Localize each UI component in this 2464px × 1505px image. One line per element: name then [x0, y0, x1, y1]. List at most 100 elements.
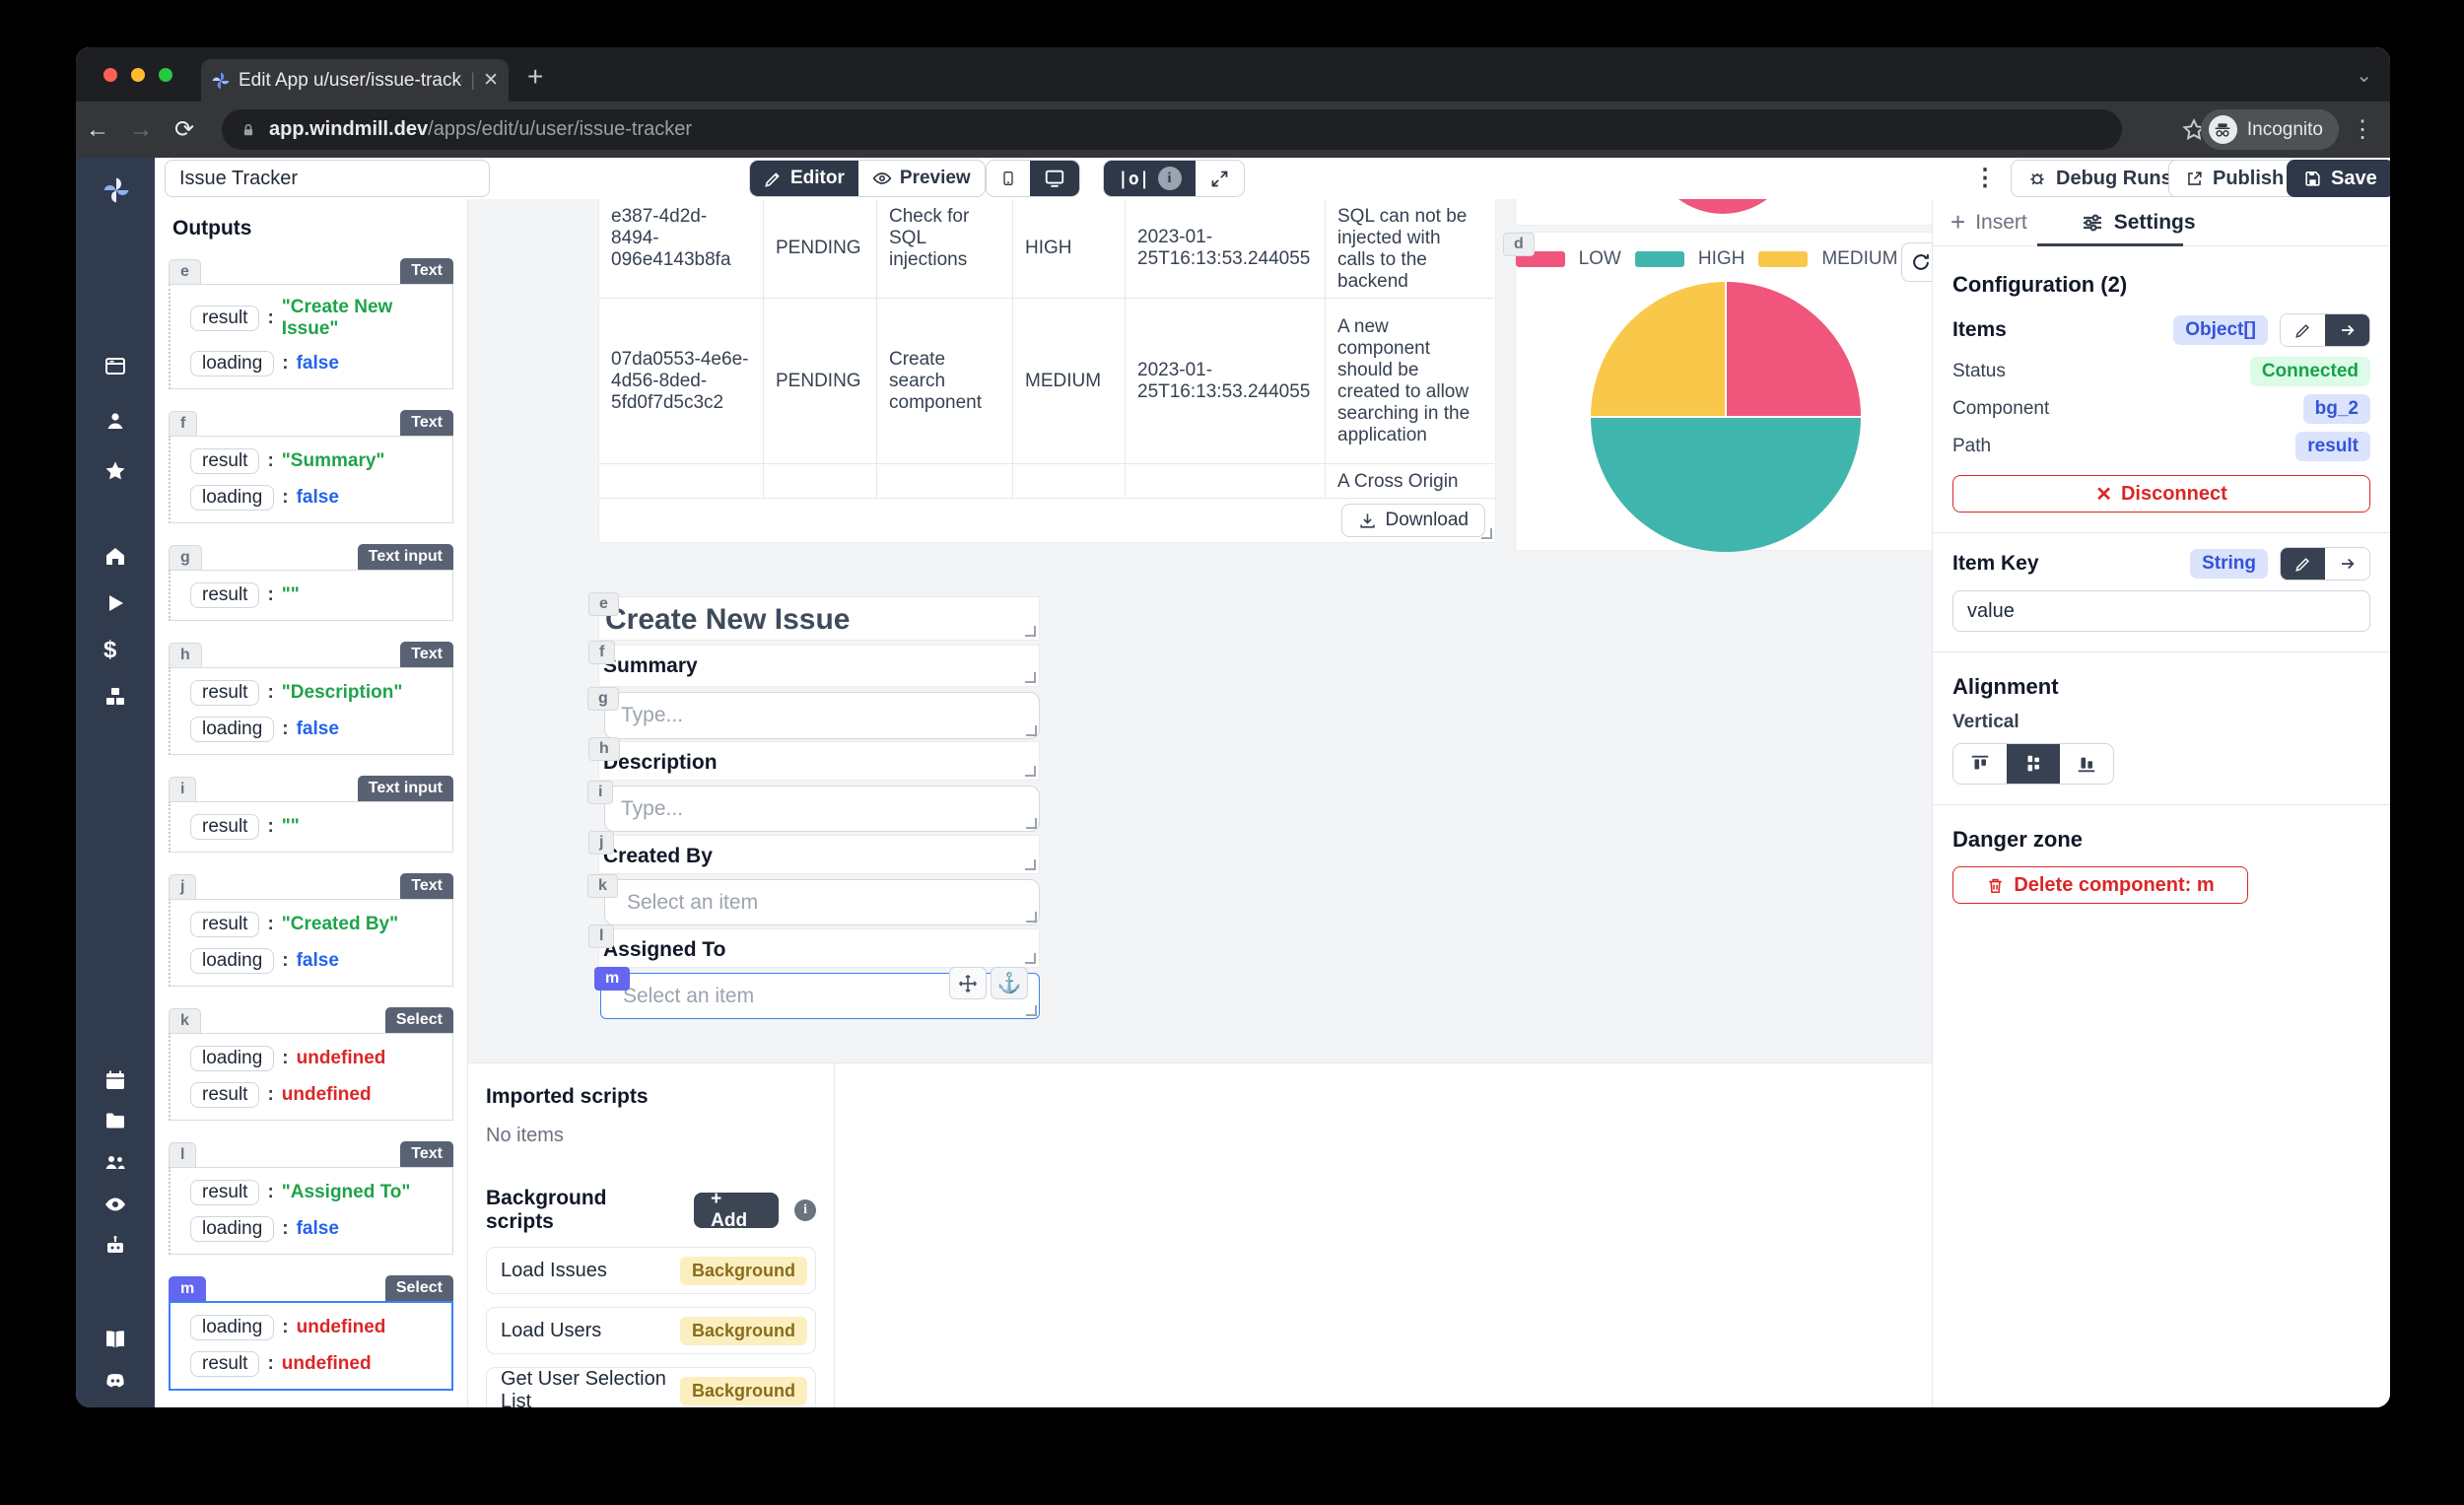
item-key-input[interactable]: [1952, 590, 2370, 632]
legend-label-medium[interactable]: MEDIUM: [1821, 248, 1898, 269]
docs-book-icon[interactable]: [103, 1328, 127, 1351]
legend-label-low[interactable]: LOW: [1578, 248, 1621, 269]
align-top-button[interactable]: [1953, 744, 2007, 784]
resize-handle[interactable]: [1025, 953, 1036, 964]
publish-button[interactable]: Publish: [2168, 160, 2301, 197]
description-input[interactable]: Type...: [604, 786, 1040, 832]
created-by-select-component[interactable]: k Select an item: [587, 874, 1040, 925]
component-outline-button[interactable]: |o| i: [1104, 161, 1196, 196]
align-center-button[interactable]: [2007, 744, 2060, 784]
form-title-component[interactable]: e Create New Issue: [588, 592, 1040, 641]
summary-label-component[interactable]: f Summary: [588, 641, 1040, 687]
windmill-logo[interactable]: [102, 175, 131, 205]
summary-input-component[interactable]: g Type...: [587, 687, 1040, 739]
align-bottom-button[interactable]: [2060, 744, 2113, 784]
mobile-view-button[interactable]: [987, 161, 1030, 196]
disconnect-button[interactable]: ✕ Disconnect: [1952, 475, 2370, 513]
anchor-button[interactable]: ⚓: [991, 967, 1028, 999]
output-card-g[interactable]: g Text input result: "": [169, 542, 453, 621]
browser-menu-kebab-icon[interactable]: ⋮: [2351, 116, 2374, 143]
tab-search-chevron-icon[interactable]: ⌄: [2356, 65, 2372, 87]
resize-handle[interactable]: [1025, 766, 1036, 777]
info-icon[interactable]: i: [1157, 167, 1182, 190]
desktop-view-button[interactable]: [1030, 161, 1079, 196]
legend-swatch-medium[interactable]: [1758, 251, 1809, 267]
background-script-row[interactable]: Get User Selection List Background: [486, 1367, 816, 1407]
resize-handle[interactable]: [1026, 1005, 1037, 1016]
home-icon[interactable]: [103, 544, 127, 568]
output-card-k[interactable]: k Select loading: undefined result: undefin…: [169, 1005, 453, 1121]
zoom-window-button[interactable]: [159, 68, 172, 82]
minimize-window-button[interactable]: [131, 68, 145, 82]
add-background-script-button[interactable]: + Add: [694, 1189, 780, 1231]
output-card-i[interactable]: i Text input result: "": [169, 774, 453, 853]
assigned-to-label-component[interactable]: l Assigned To: [588, 924, 1040, 968]
workers-robot-icon[interactable]: [103, 1234, 127, 1258]
refresh-button[interactable]: [1901, 242, 1932, 282]
favorites-star-icon[interactable]: [103, 459, 127, 483]
created-by-label-component[interactable]: j Created By: [588, 831, 1040, 874]
address-bar[interactable]: app.windmill.dev/apps/edit/u/user/issue-…: [222, 109, 2122, 150]
resize-handle[interactable]: [1025, 859, 1036, 870]
pie-chart[interactable]: [1591, 282, 1861, 552]
resources-cubes-icon[interactable]: [103, 685, 127, 709]
move-handle-button[interactable]: [949, 967, 987, 999]
resize-handle[interactable]: [1026, 725, 1037, 736]
output-card-j[interactable]: j Text result: "Created By" loading: false: [169, 871, 453, 987]
audit-eye-icon[interactable]: [103, 1193, 127, 1216]
preview-tab[interactable]: Preview: [858, 161, 985, 196]
download-button[interactable]: Download: [1340, 504, 1485, 537]
groups-users-icon[interactable]: [103, 1150, 127, 1174]
close-window-button[interactable]: [103, 68, 117, 82]
output-card-h[interactable]: h Text result: "Description" loading: false: [169, 640, 453, 755]
assigned-to-select-component-selected[interactable]: m Select an item ⚓: [594, 967, 1040, 1019]
tab-insert[interactable]: + Insert: [1951, 207, 2027, 237]
resize-handle[interactable]: [1481, 528, 1492, 539]
fullscreen-button[interactable]: [1196, 161, 1244, 196]
schedules-calendar-icon[interactable]: [103, 1068, 127, 1092]
tab-settings[interactable]: Settings: [2081, 211, 2196, 235]
apps-icon[interactable]: [103, 355, 127, 378]
resize-handle[interactable]: [1026, 818, 1037, 829]
issues-table-component[interactable]: e387-4d2d-8494-096e4143b8fa PENDING Chec…: [598, 199, 1496, 543]
discord-icon[interactable]: [103, 1369, 127, 1393]
app-name-input[interactable]: [165, 160, 490, 197]
connect-arrow-button[interactable]: [2325, 548, 2369, 580]
output-card-l[interactable]: l Text result: "Assigned To" loading: false: [169, 1139, 453, 1255]
legend-swatch-high[interactable]: [1634, 251, 1684, 267]
back-icon[interactable]: ←: [86, 115, 109, 143]
description-input-component[interactable]: i Type...: [587, 781, 1040, 832]
user-icon[interactable]: [103, 409, 127, 433]
background-script-row[interactable]: Load Users Background: [486, 1307, 816, 1354]
connect-arrow-button[interactable]: [2325, 314, 2369, 346]
output-card-e[interactable]: e Text result: "Create New Issue" loading:…: [169, 256, 453, 389]
new-tab-button[interactable]: +: [527, 61, 544, 92]
legend-label-high[interactable]: HIGH: [1697, 248, 1745, 269]
editor-tab[interactable]: Editor: [750, 161, 858, 196]
app-menu-kebab-icon[interactable]: ⋮: [1973, 165, 1997, 191]
forward-icon[interactable]: →: [129, 115, 153, 143]
folders-icon[interactable]: [103, 1109, 127, 1132]
output-card-m-selected[interactable]: m Select loading: undefined result: undefin…: [169, 1273, 453, 1391]
clipped-pie-card[interactable]: [1515, 199, 1932, 226]
resize-handle[interactable]: [1026, 912, 1037, 923]
reload-icon[interactable]: ⟳: [173, 116, 195, 143]
background-script-row[interactable]: Load Issues Background: [486, 1247, 816, 1294]
delete-component-button[interactable]: Delete component: m: [1952, 866, 2248, 904]
save-button[interactable]: Save: [2287, 160, 2390, 197]
summary-input[interactable]: Type...: [604, 692, 1040, 739]
browser-tab[interactable]: Edit App u/user/issue-tracker | ✕: [201, 59, 509, 102]
tab-close-icon[interactable]: ✕: [483, 70, 499, 91]
description-label-component[interactable]: h Description: [588, 737, 1040, 781]
static-edit-button[interactable]: [2281, 548, 2325, 580]
debug-runs-button[interactable]: Debug Runs: [2011, 160, 2189, 197]
created-by-select[interactable]: Select an item: [604, 879, 1040, 925]
runs-play-icon[interactable]: [103, 591, 127, 615]
output-card-f[interactable]: f Text result: "Summary" loading: false: [169, 408, 453, 523]
info-icon[interactable]: i: [794, 1199, 816, 1221]
resize-handle[interactable]: [1025, 626, 1036, 637]
variables-dollar-icon[interactable]: $: [103, 637, 117, 663]
pie-chart-component[interactable]: d LOW HIGH MEDIUM: [1503, 232, 1932, 552]
resize-handle[interactable]: [1025, 672, 1036, 683]
static-edit-button[interactable]: [2281, 314, 2325, 346]
